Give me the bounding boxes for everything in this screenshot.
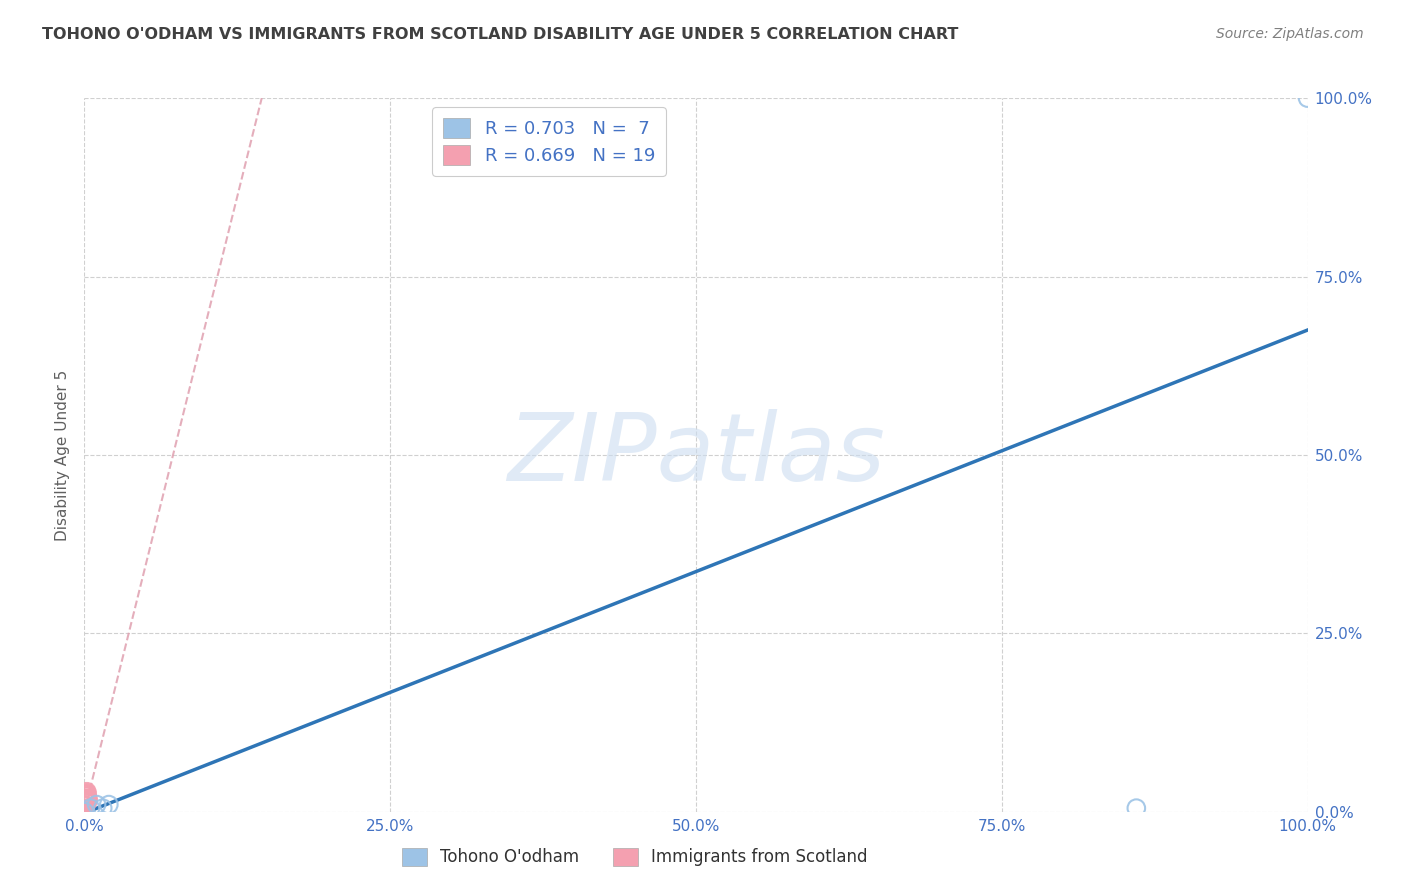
Point [75, 791, 97, 805]
Text: ZIPatlas: ZIPatlas [508, 409, 884, 500]
Point [97, 797, 120, 812]
Point [86, 797, 108, 812]
Point [73, 797, 96, 812]
Point [77, 793, 100, 807]
Point [75, 788, 97, 802]
Point [75, 795, 97, 809]
Point [1296, 91, 1319, 105]
Y-axis label: Disability Age Under 5: Disability Age Under 5 [55, 369, 70, 541]
Text: TOHONO O'ODHAM VS IMMIGRANTS FROM SCOTLAND DISABILITY AGE UNDER 5 CORRELATION CH: TOHONO O'ODHAM VS IMMIGRANTS FROM SCOTLA… [42, 27, 959, 42]
Point [77, 792, 100, 806]
Point [1125, 801, 1147, 815]
Point [79, 801, 101, 815]
Point [76, 796, 98, 810]
Point [73, 805, 96, 819]
Point [75, 798, 97, 813]
Point [76, 787, 98, 801]
Text: Source: ZipAtlas.com: Source: ZipAtlas.com [1216, 27, 1364, 41]
Point [75, 792, 97, 806]
Point [76, 786, 98, 800]
Point [76, 789, 98, 803]
Point [76, 796, 98, 810]
Legend: Tohono O'odham, Immigrants from Scotland: Tohono O'odham, Immigrants from Scotland [394, 839, 876, 875]
Point [75, 789, 97, 803]
Point [73, 801, 96, 815]
Point [75, 793, 97, 807]
Point [73, 794, 96, 808]
Point [91, 801, 114, 815]
Point [73, 799, 96, 814]
Point [76, 785, 98, 799]
